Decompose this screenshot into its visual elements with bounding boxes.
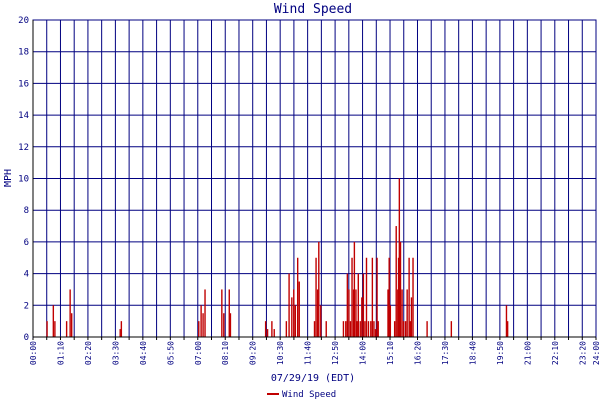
y-tick-label: 2 — [24, 301, 29, 311]
x-tick-label: 00:00 — [29, 341, 38, 365]
y-tick-label: 16 — [18, 79, 29, 89]
x-tick-label: 15:10 — [386, 341, 395, 365]
x-tick-label: 11:40 — [304, 341, 313, 365]
x-tick-label: 04:40 — [139, 341, 148, 365]
x-tick-label: 10:30 — [276, 341, 285, 365]
x-tick-labels: 00:00 01:10 02:20 03:30 04:40 05:50 07:00 08:10… — [29, 341, 600, 365]
chart-title: Wind Speed — [274, 2, 352, 17]
x-axis-label: 07/29/19 (EDT) — [271, 373, 355, 384]
wind-speed-bars — [46, 178, 509, 337]
x-tick-label: 14:00 — [359, 341, 368, 365]
y-tick-label: 0 — [24, 333, 29, 343]
x-tick-label: 02:20 — [84, 341, 93, 365]
y-tick-label: 10 — [18, 175, 29, 185]
axes — [32, 19, 597, 340]
y-axis-label: MPH — [3, 169, 14, 187]
legend-label: Wind Speed — [282, 390, 336, 400]
x-tick-label: 01:10 — [56, 341, 65, 365]
x-tick-label: 09:20 — [249, 341, 258, 365]
y-tick-label: 20 — [18, 16, 29, 26]
y-tick-label: 6 — [24, 238, 29, 248]
y-tick-label: 8 — [24, 206, 29, 216]
x-tick-label: 16:20 — [413, 341, 422, 365]
y-tick-label: 18 — [18, 48, 29, 58]
x-tick-label: 21:00 — [523, 341, 532, 365]
x-tick-label: 07:00 — [194, 341, 203, 365]
x-tick-label: 05:50 — [166, 341, 175, 365]
x-tick-label: 23:20 — [578, 341, 587, 365]
x-tick-label: 22:10 — [551, 341, 560, 365]
y-tick-label: 14 — [18, 111, 29, 121]
y-tick-label: 4 — [24, 270, 29, 280]
x-tick-label: 18:40 — [468, 341, 477, 365]
x-tick-label: 17:30 — [441, 341, 450, 365]
y-tick-labels: 0 2 4 6 8 10 12 14 16 18 20 — [18, 16, 29, 343]
x-tick-label: 03:30 — [111, 341, 120, 365]
x-tick-label: 24:00 — [592, 341, 600, 365]
x-tick-label: 19:50 — [496, 341, 505, 365]
x-tick-label: 08:10 — [221, 341, 230, 365]
x-tick-label: 12:50 — [331, 341, 340, 365]
y-tick-label: 12 — [18, 143, 29, 153]
